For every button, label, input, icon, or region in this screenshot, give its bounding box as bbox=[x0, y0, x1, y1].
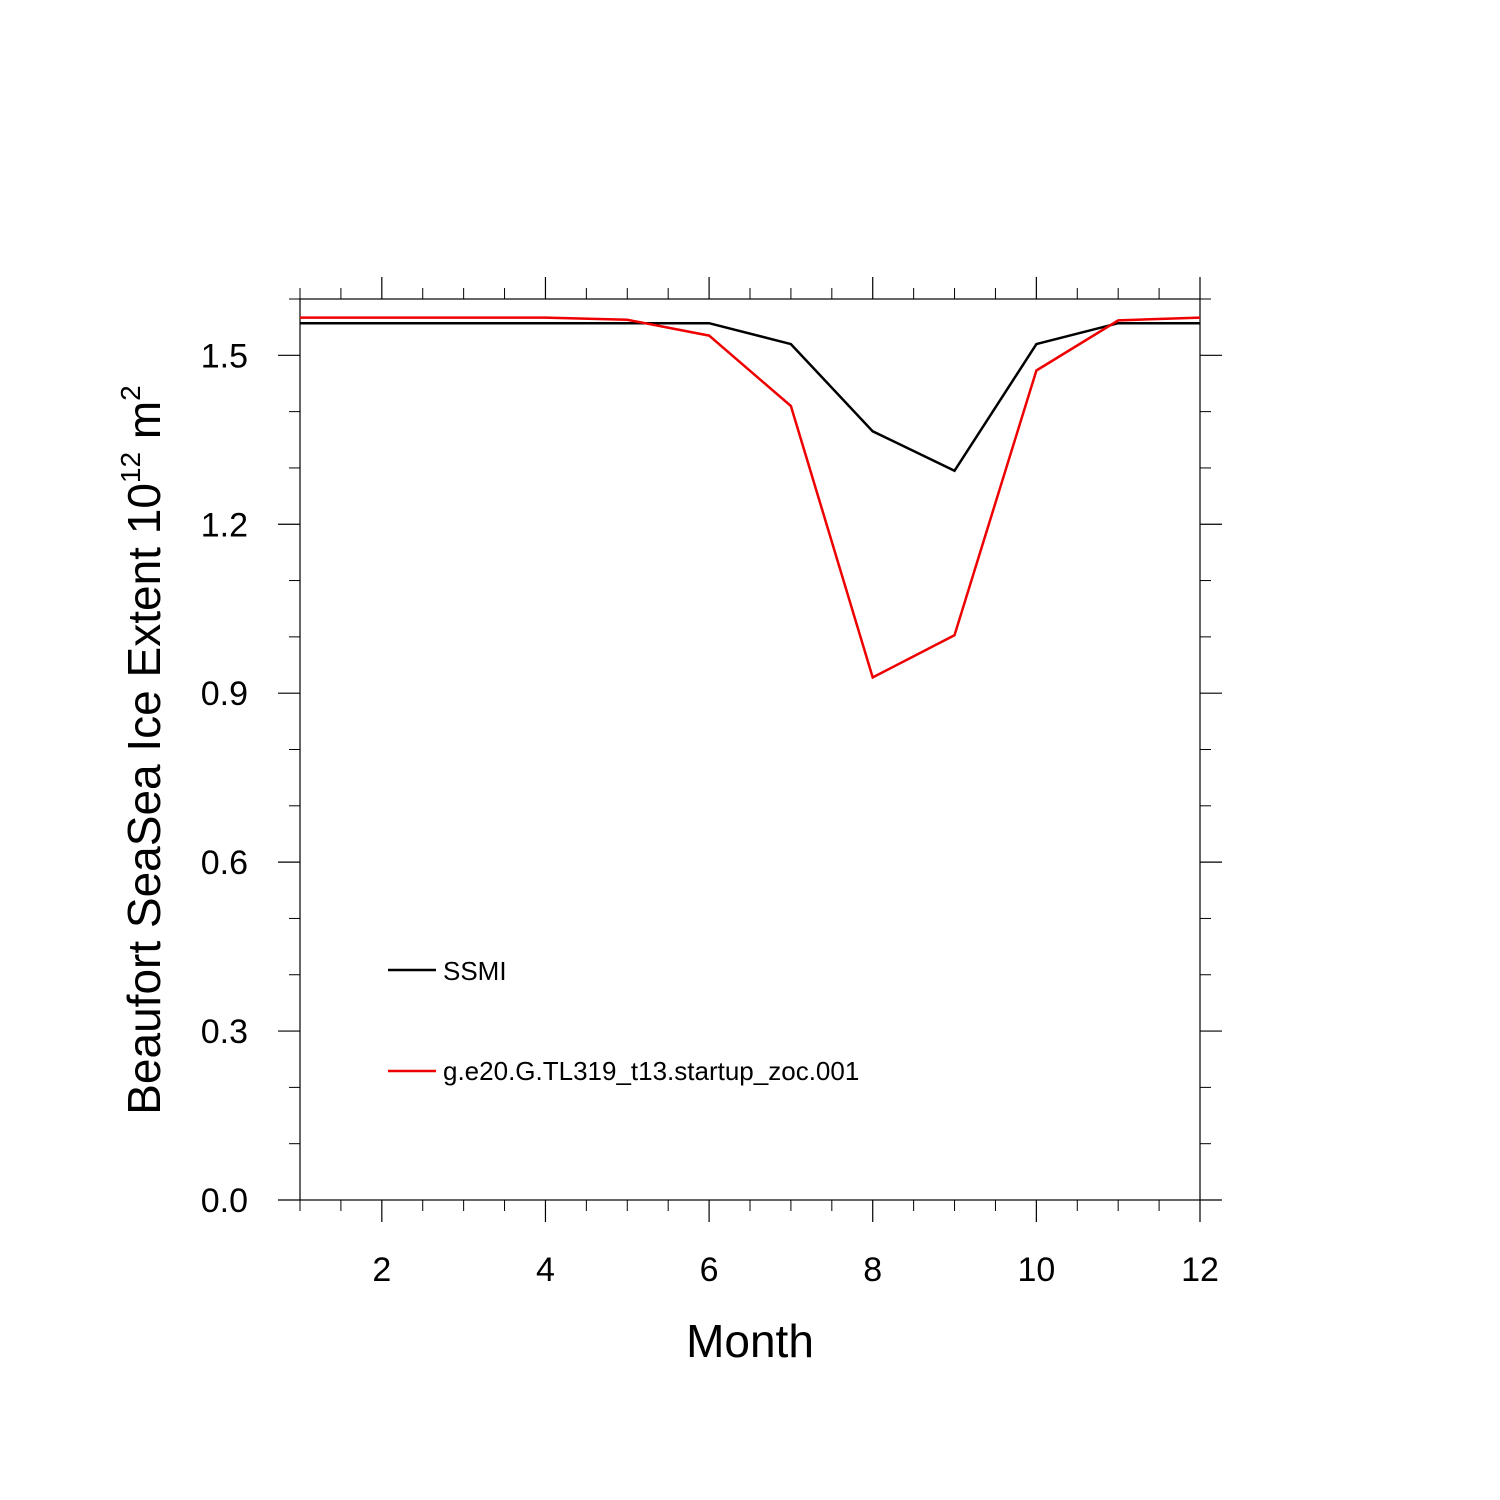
y-tick-label: 1.5 bbox=[201, 337, 248, 375]
y-tick-label: 0.6 bbox=[201, 844, 248, 882]
legend-label-ssmi: SSMI bbox=[443, 956, 507, 986]
series-line-model bbox=[300, 316, 1201, 680]
y-tick-label: 0.0 bbox=[201, 1182, 248, 1220]
x-tick-label: 2 bbox=[372, 1251, 391, 1289]
x-axis-title: Month bbox=[686, 1315, 814, 1367]
y-tick-label: 0.9 bbox=[201, 675, 248, 713]
minor-ticks bbox=[289, 288, 1211, 1211]
x-tick-label: 6 bbox=[700, 1251, 719, 1289]
y-tick-label: 1.2 bbox=[201, 506, 248, 544]
y-tick-label: 0.3 bbox=[201, 1013, 248, 1051]
series-line-ssmi bbox=[300, 321, 1200, 473]
y-tick-labels: 0.0 0.3 0.6 0.9 1.2 1.5 bbox=[201, 337, 248, 1220]
x-tick-labels: 2 4 6 8 10 12 bbox=[372, 1251, 1219, 1289]
y-axis-title-exponent: 12 bbox=[115, 452, 146, 483]
x-tick-label: 10 bbox=[1017, 1251, 1055, 1289]
legend: SSMI g.e20.G.TL319_t13.startup_zoc.001 bbox=[388, 956, 859, 1086]
y-axis-title-unit-exponent: 2 bbox=[115, 385, 146, 401]
major-ticks bbox=[278, 277, 1222, 1222]
x-tick-label: 12 bbox=[1181, 1251, 1219, 1289]
legend-label-model: g.e20.G.TL319_t13.startup_zoc.001 bbox=[443, 1056, 859, 1086]
y-axis-title: Beaufort SeaSea Ice Extent 1012 m2 bbox=[115, 385, 170, 1115]
y-axis-title-unit: m bbox=[118, 401, 170, 452]
x-tick-label: 8 bbox=[863, 1251, 882, 1289]
series-lines bbox=[300, 316, 1201, 680]
y-axis-title-prefix: Beaufort SeaSea Ice Extent 10 bbox=[118, 483, 170, 1115]
x-tick-label: 4 bbox=[536, 1251, 555, 1289]
